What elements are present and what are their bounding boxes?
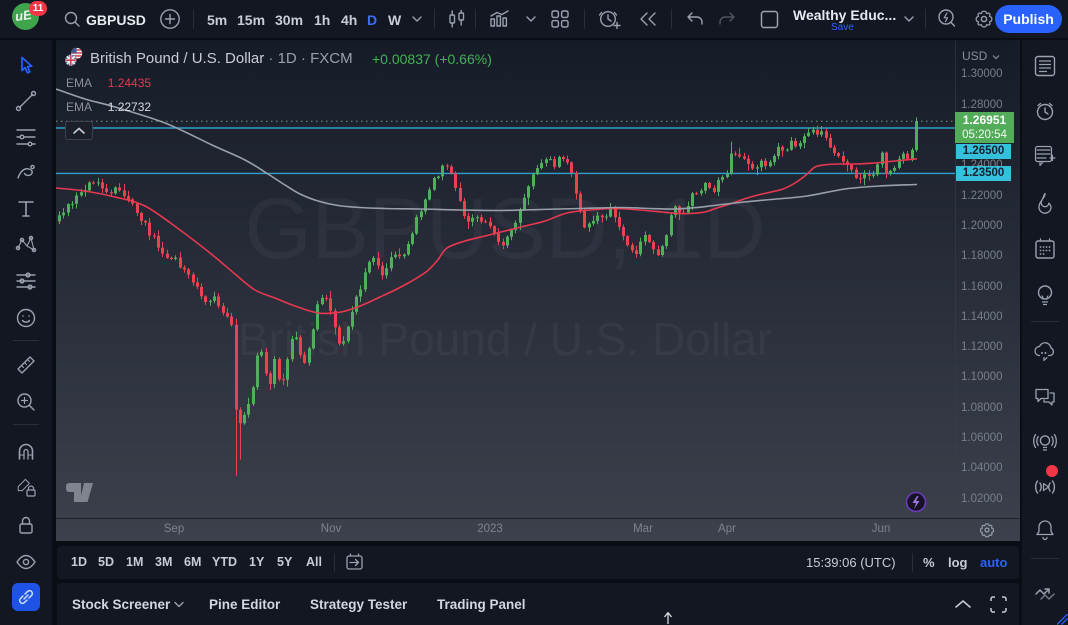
svg-text:GBPUSD, 1D: GBPUSD, 1D — [245, 181, 766, 277]
svg-text:British Pound / U.S. Dollar: British Pound / U.S. Dollar — [238, 313, 772, 365]
